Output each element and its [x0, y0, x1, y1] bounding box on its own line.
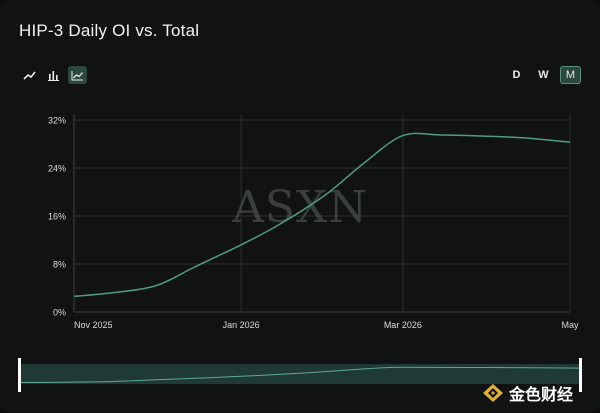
area-chart-icon: [71, 70, 83, 80]
watermark: ASXN: [231, 182, 368, 233]
x-tick-label: Mar 2026: [384, 320, 422, 330]
brand-text: 金色财经: [509, 387, 574, 404]
area-chart-button[interactable]: [68, 66, 87, 84]
bar-chart-button[interactable]: [44, 66, 63, 84]
range-day-button[interactable]: D: [512, 69, 521, 81]
brand-logo: 金色财经: [482, 381, 573, 405]
navigator-right-handle[interactable]: [579, 358, 582, 392]
range-month-button[interactable]: M: [560, 66, 581, 84]
chart-title: HIP-3 Daily OI vs. Total: [19, 21, 200, 40]
navigator-left-handle[interactable]: [18, 358, 21, 392]
navigator-series-line: [20, 366, 580, 383]
x-tick-label: Jan 2026: [223, 320, 260, 330]
jinse-logo-icon: [483, 384, 503, 402]
trend-line-icon: [23, 71, 36, 80]
x-tick-label: May: [561, 320, 579, 330]
y-tick-label: 16%: [48, 212, 66, 222]
x-tick-label: Nov 2025: [74, 320, 113, 330]
navigator-track: [20, 364, 580, 384]
y-tick-label: 32%: [48, 116, 66, 126]
y-tick-label: 8%: [53, 260, 66, 270]
chart-type-switch: [20, 66, 87, 84]
range-navigator[interactable]: [18, 356, 584, 396]
line-chart-button[interactable]: [20, 66, 39, 84]
line-chart: ASXN 0% 8% 16% 24% 32% Nov 2025 Jan 2026 Mar 20…: [48, 114, 579, 330]
series-line: [73, 132, 571, 298]
range-week-button[interactable]: W: [538, 69, 549, 81]
range-switch: D W M: [506, 66, 581, 84]
y-tick-label: 0%: [53, 308, 66, 318]
y-tick-label: 24%: [48, 164, 66, 174]
bar-chart-icon: [48, 70, 59, 81]
